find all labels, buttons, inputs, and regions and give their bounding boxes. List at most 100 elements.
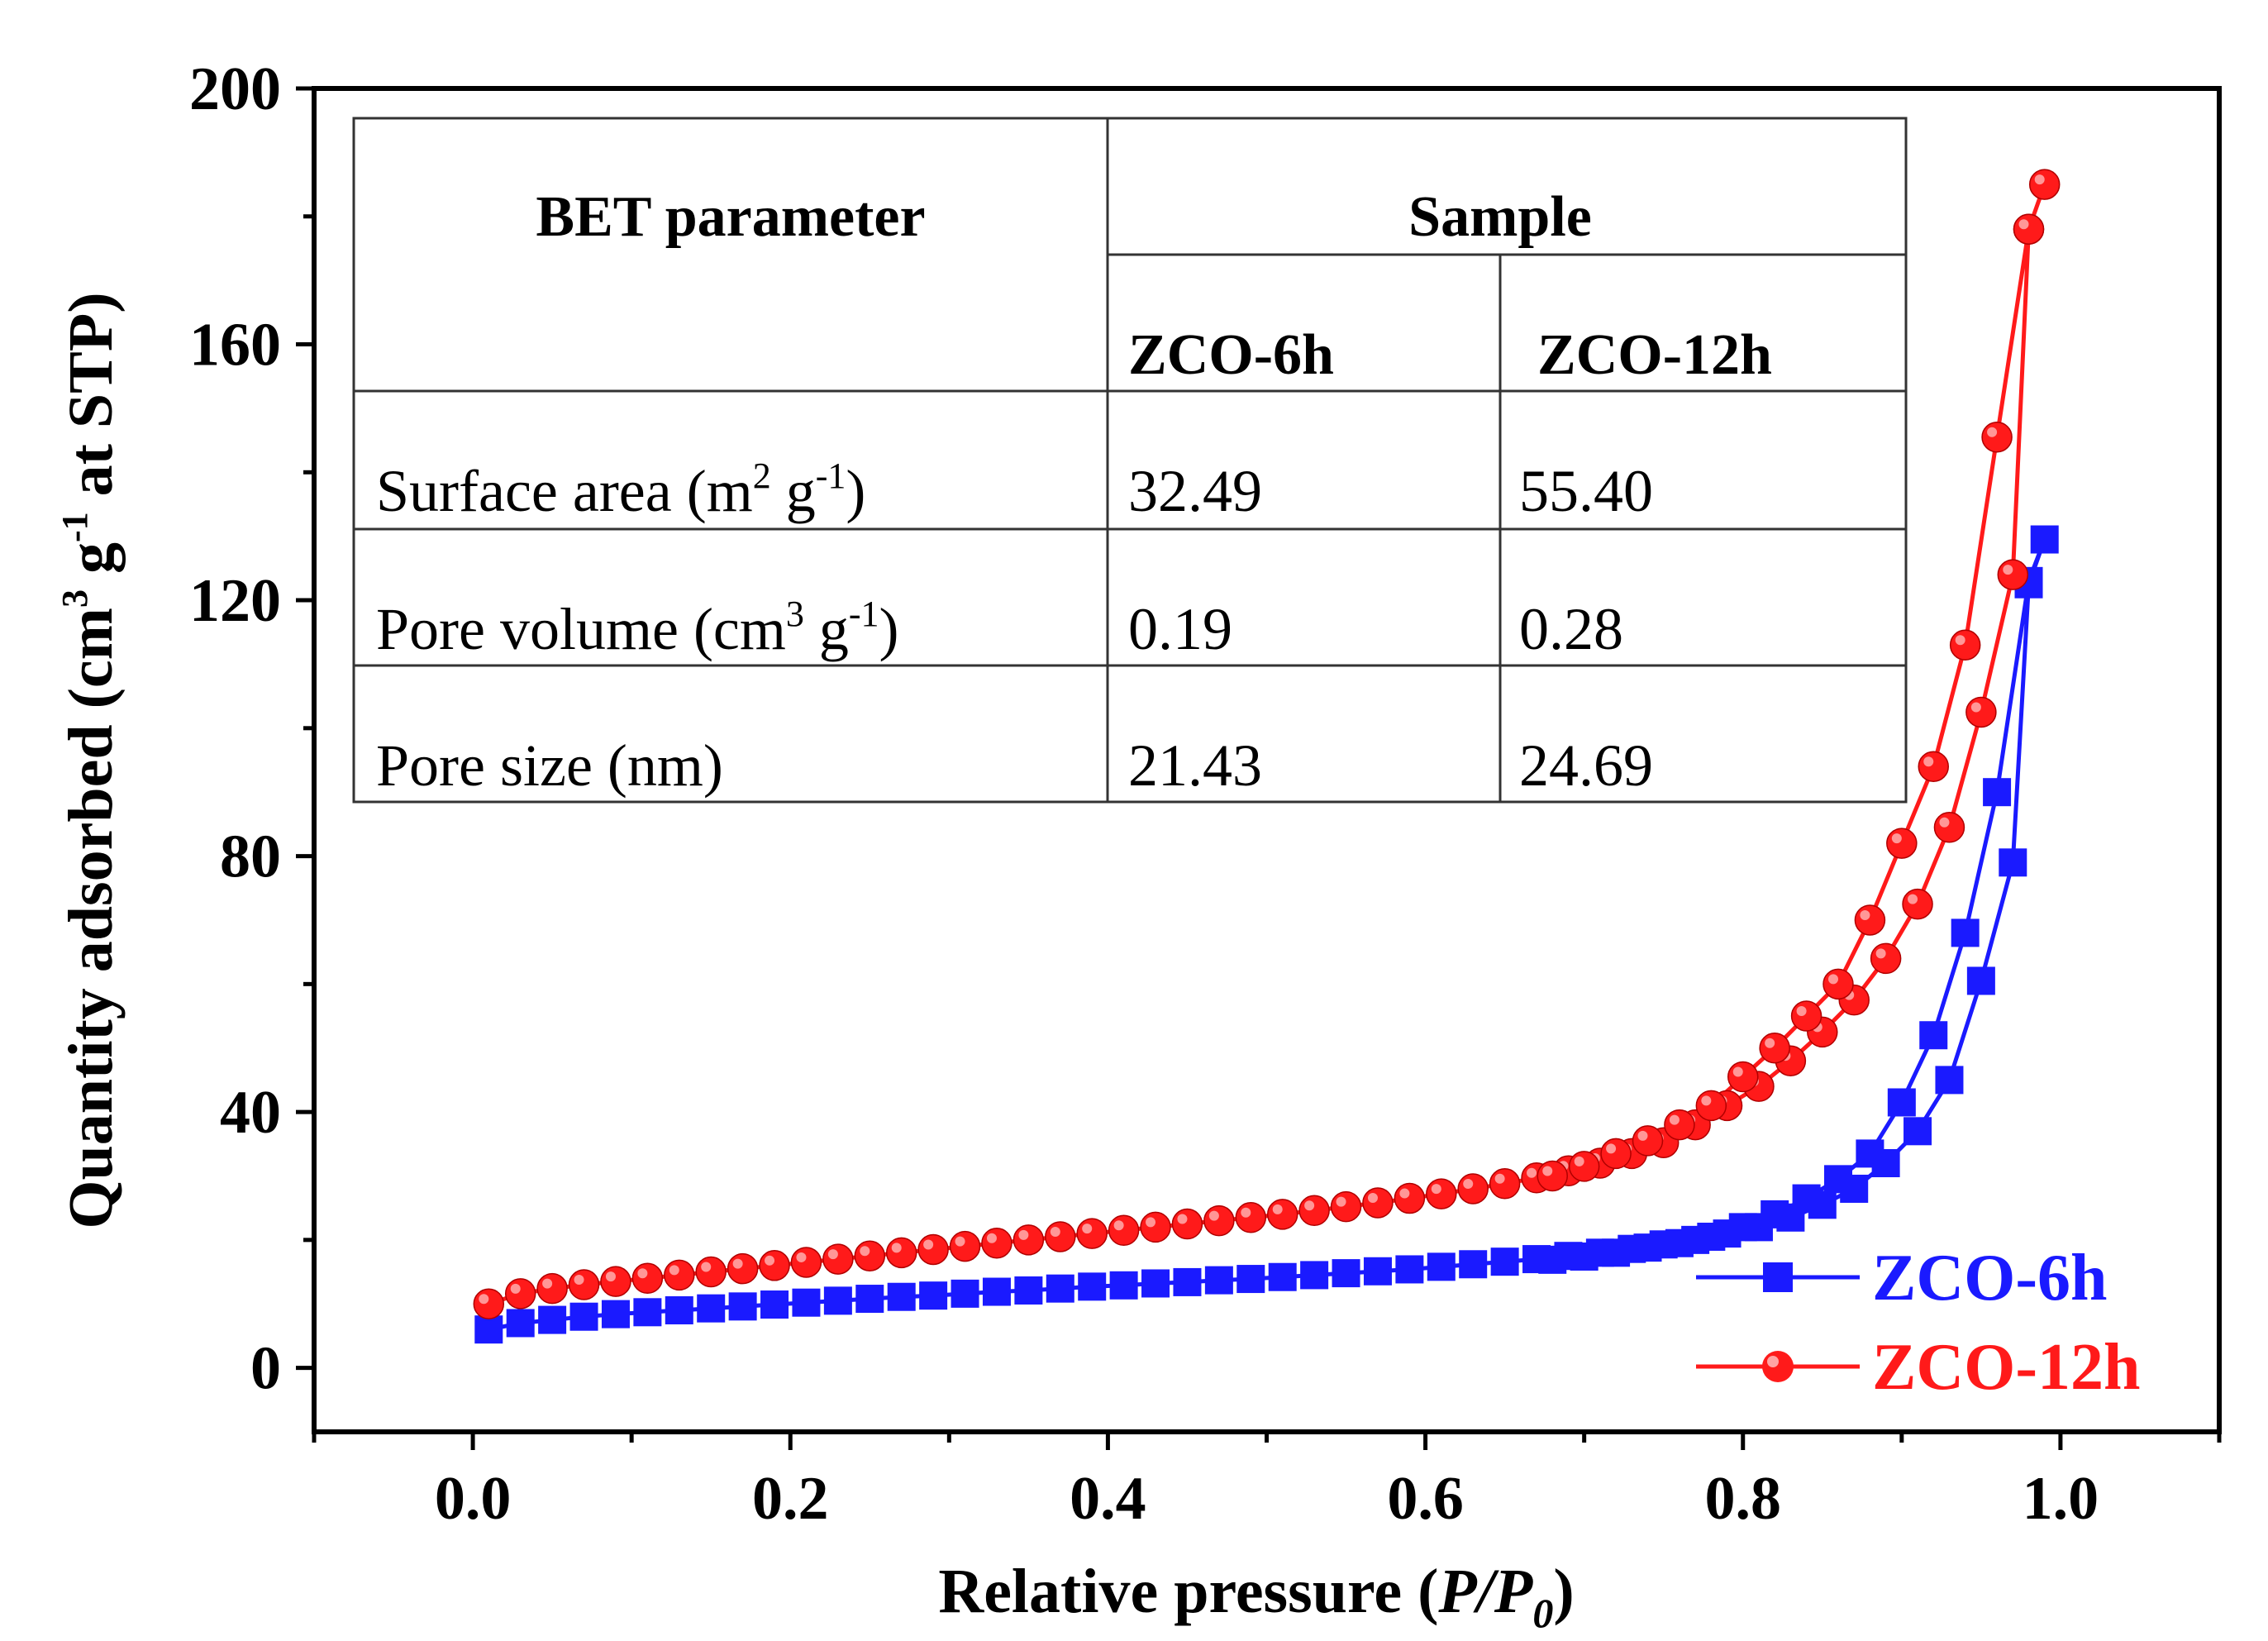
- data-point-zco-12h: [759, 1250, 790, 1281]
- x-tick-label: 0.0: [435, 1465, 512, 1533]
- data-point-highlight: [2034, 174, 2045, 185]
- table-header-parameter: BET parameter: [536, 185, 925, 249]
- data-point-zco-6h: [1490, 1247, 1519, 1276]
- data-point-zco-6h: [1363, 1257, 1392, 1286]
- data-point-highlight: [1494, 1173, 1505, 1184]
- data-point-zco-12h: [1394, 1182, 1426, 1214]
- data-point-zco-6h: [1904, 1117, 1932, 1146]
- data-point-zco-6h: [887, 1282, 916, 1311]
- data-point-zco-12h: [504, 1278, 536, 1309]
- table-cell: 0.19: [1128, 596, 1232, 662]
- data-point-zco-6h: [1697, 1222, 1726, 1251]
- data-point-zco-12h: [1997, 559, 2029, 590]
- series-layer: [473, 169, 2061, 1344]
- table-cell: 24.69: [1519, 732, 1653, 799]
- table-header-col1: ZCO-6h: [1128, 323, 1334, 387]
- data-point-zco-12h: [1759, 1032, 1790, 1064]
- data-point-zco-6h: [1951, 918, 1980, 947]
- data-point-zco-6h: [1999, 848, 2027, 877]
- data-point-zco-12h: [1822, 968, 1854, 1000]
- y-tick-label: 80: [220, 823, 281, 891]
- x-tick-label: 0.4: [1070, 1465, 1146, 1533]
- data-point-zco-6h: [1046, 1274, 1074, 1303]
- data-point-zco-6h: [1427, 1252, 1456, 1281]
- y-axis-title: Quantity adsorbed (cm3 g-1 at STP): [55, 292, 126, 1228]
- data-point-zco-6h: [1983, 778, 2012, 807]
- data-point-highlight: [1431, 1184, 1441, 1195]
- data-point-zco-6h: [1141, 1269, 1170, 1298]
- data-point-zco-6h: [665, 1295, 693, 1324]
- data-point-highlight: [1860, 909, 1870, 920]
- data-point-highlight: [955, 1236, 965, 1247]
- data-point-highlight: [765, 1255, 775, 1266]
- data-point-zco-6h: [1300, 1261, 1329, 1290]
- data-point-zco-12h: [1489, 1168, 1521, 1200]
- data-point-zco-6h: [823, 1286, 852, 1315]
- data-point-zco-12h: [854, 1240, 886, 1271]
- data-point-zco-12h: [1298, 1195, 1330, 1227]
- data-point-highlight: [1463, 1178, 1474, 1189]
- table-row-label: Pore volume (cm3 g-1): [376, 594, 899, 662]
- data-point-zco-12h: [1171, 1208, 1203, 1240]
- data-point-zco-6h: [982, 1277, 1011, 1306]
- data-point-zco-12h: [885, 1237, 917, 1269]
- data-point-zco-6h: [1887, 1088, 1916, 1117]
- data-point-zco-6h: [633, 1298, 662, 1327]
- data-point-zco-12h: [1568, 1151, 1600, 1182]
- data-point-highlight: [1018, 1229, 1029, 1240]
- data-point-highlight: [1701, 1095, 1712, 1106]
- data-point-highlight: [986, 1233, 997, 1243]
- data-point-zco-6h: [506, 1309, 535, 1338]
- data-point-zco-6h: [1919, 1021, 1948, 1050]
- data-point-highlight: [1765, 1038, 1775, 1048]
- data-point-highlight: [542, 1278, 553, 1289]
- data-point-zco-6h: [792, 1288, 821, 1317]
- data-point-highlight: [1113, 1220, 1124, 1231]
- data-point-zco-12h: [1790, 1000, 1822, 1032]
- x-tick-label: 0.8: [1705, 1465, 1782, 1533]
- bet-parameter-table: BET parameter Sample ZCO-6h ZCO-12h Surf…: [352, 117, 1908, 804]
- table-cell: 0.28: [1519, 596, 1623, 662]
- legend-marker-zco-12h: [1762, 1351, 1794, 1382]
- data-point-zco-12h: [917, 1233, 949, 1266]
- data-point-highlight: [605, 1271, 616, 1282]
- legend-marker-highlight: [1767, 1356, 1779, 1367]
- data-point-zco-6h: [1824, 1165, 1852, 1194]
- x-tick-label: 0.6: [1387, 1465, 1464, 1533]
- data-point-zco-6h: [697, 1294, 726, 1323]
- data-point-zco-12h: [1537, 1160, 1568, 1192]
- data-point-highlight: [1732, 1066, 1743, 1077]
- legend-marker-zco-6h: [1763, 1262, 1793, 1292]
- data-point-highlight: [1875, 948, 1886, 959]
- data-point-zco-6h: [1204, 1266, 1233, 1295]
- x-axis-title: Relative pressure (P/P0): [938, 1557, 1574, 1636]
- data-point-highlight: [1272, 1204, 1283, 1214]
- data-point-zco-6h: [919, 1281, 948, 1310]
- table-border: [352, 117, 1908, 804]
- data-point-highlight: [1399, 1188, 1410, 1199]
- data-point-zco-12h: [1426, 1178, 1457, 1209]
- data-point-zco-6h: [1395, 1255, 1424, 1284]
- data-point-highlight: [1796, 1006, 1807, 1017]
- data-point-zco-12h: [568, 1269, 600, 1300]
- data-point-highlight: [1908, 894, 1918, 904]
- data-point-zco-12h: [2013, 213, 2045, 245]
- data-point-zco-6h: [1014, 1276, 1043, 1305]
- y-tick-label: 0: [250, 1335, 281, 1403]
- y-axis-ticks: 0 40 80 120 160 200: [189, 55, 314, 1403]
- data-point-highlight: [1574, 1156, 1584, 1166]
- data-point-highlight: [1939, 817, 1950, 828]
- y-tick-label: 200: [189, 55, 281, 123]
- data-point-zco-12h: [1664, 1109, 1695, 1141]
- data-point-zco-6h: [1856, 1139, 1884, 1168]
- data-point-highlight: [1669, 1114, 1680, 1125]
- table-row-label: Pore size (nm): [376, 732, 723, 799]
- data-point-zco-6h: [1761, 1200, 1789, 1228]
- y-tick-label: 40: [220, 1079, 281, 1147]
- data-point-zco-12h: [1076, 1218, 1108, 1249]
- data-point-zco-12h: [1012, 1224, 1045, 1256]
- data-point-highlight: [1146, 1217, 1156, 1228]
- legend: ZCO-6h ZCO-12h: [1696, 1242, 2141, 1404]
- data-point-zco-12h: [1600, 1138, 1632, 1170]
- table-row-label: Surface area (m2 g-1): [376, 456, 865, 524]
